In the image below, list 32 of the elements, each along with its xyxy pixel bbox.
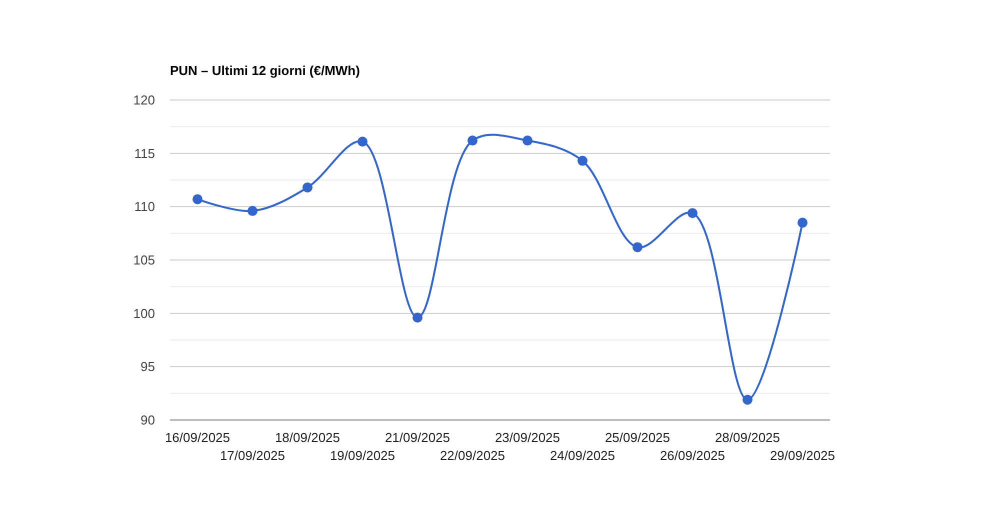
- point: [522, 136, 532, 146]
- point: [632, 242, 642, 252]
- y-tick-label: 105: [133, 252, 155, 268]
- y-tick-label: 115: [134, 146, 155, 161]
- point: [412, 312, 422, 323]
- x-tick-label: 28/09/2025: [714, 430, 780, 445]
- y-tick-label: 110: [134, 199, 155, 214]
- chart-title: PUN – Ultimi 12 giorni (€/MWh): [170, 63, 360, 78]
- point: [742, 394, 752, 405]
- point: [578, 156, 588, 166]
- y-tick-label: 95: [140, 359, 155, 374]
- x-tick-label: 16/09/2025: [164, 430, 230, 445]
- point: [688, 208, 698, 218]
- y-tick-label: 90: [140, 412, 155, 428]
- point: [248, 206, 258, 216]
- point: [358, 136, 368, 147]
- y-tick-label: 100: [133, 306, 155, 321]
- x-tick-label: 22/09/2025: [440, 448, 506, 463]
- point: [798, 218, 808, 228]
- x-tick-label: 26/09/2025: [660, 448, 726, 463]
- x-tick-label: 29/09/2025: [770, 448, 836, 463]
- x-tick-label: 21/09/2025: [384, 430, 450, 445]
- x-tick-label: 23/09/2025: [494, 430, 560, 445]
- point: [468, 136, 478, 146]
- x-tick-label: 18/09/2025: [274, 430, 340, 445]
- x-tick-label: 25/09/2025: [604, 430, 670, 445]
- x-tick-label: 17/09/2025: [220, 448, 286, 463]
- y-tick-label: 120: [133, 92, 155, 108]
- point: [302, 182, 312, 192]
- x-tick-label: 19/09/2025: [330, 448, 396, 463]
- x-tick-label: 24/09/2025: [550, 448, 616, 463]
- point: [192, 194, 202, 204]
